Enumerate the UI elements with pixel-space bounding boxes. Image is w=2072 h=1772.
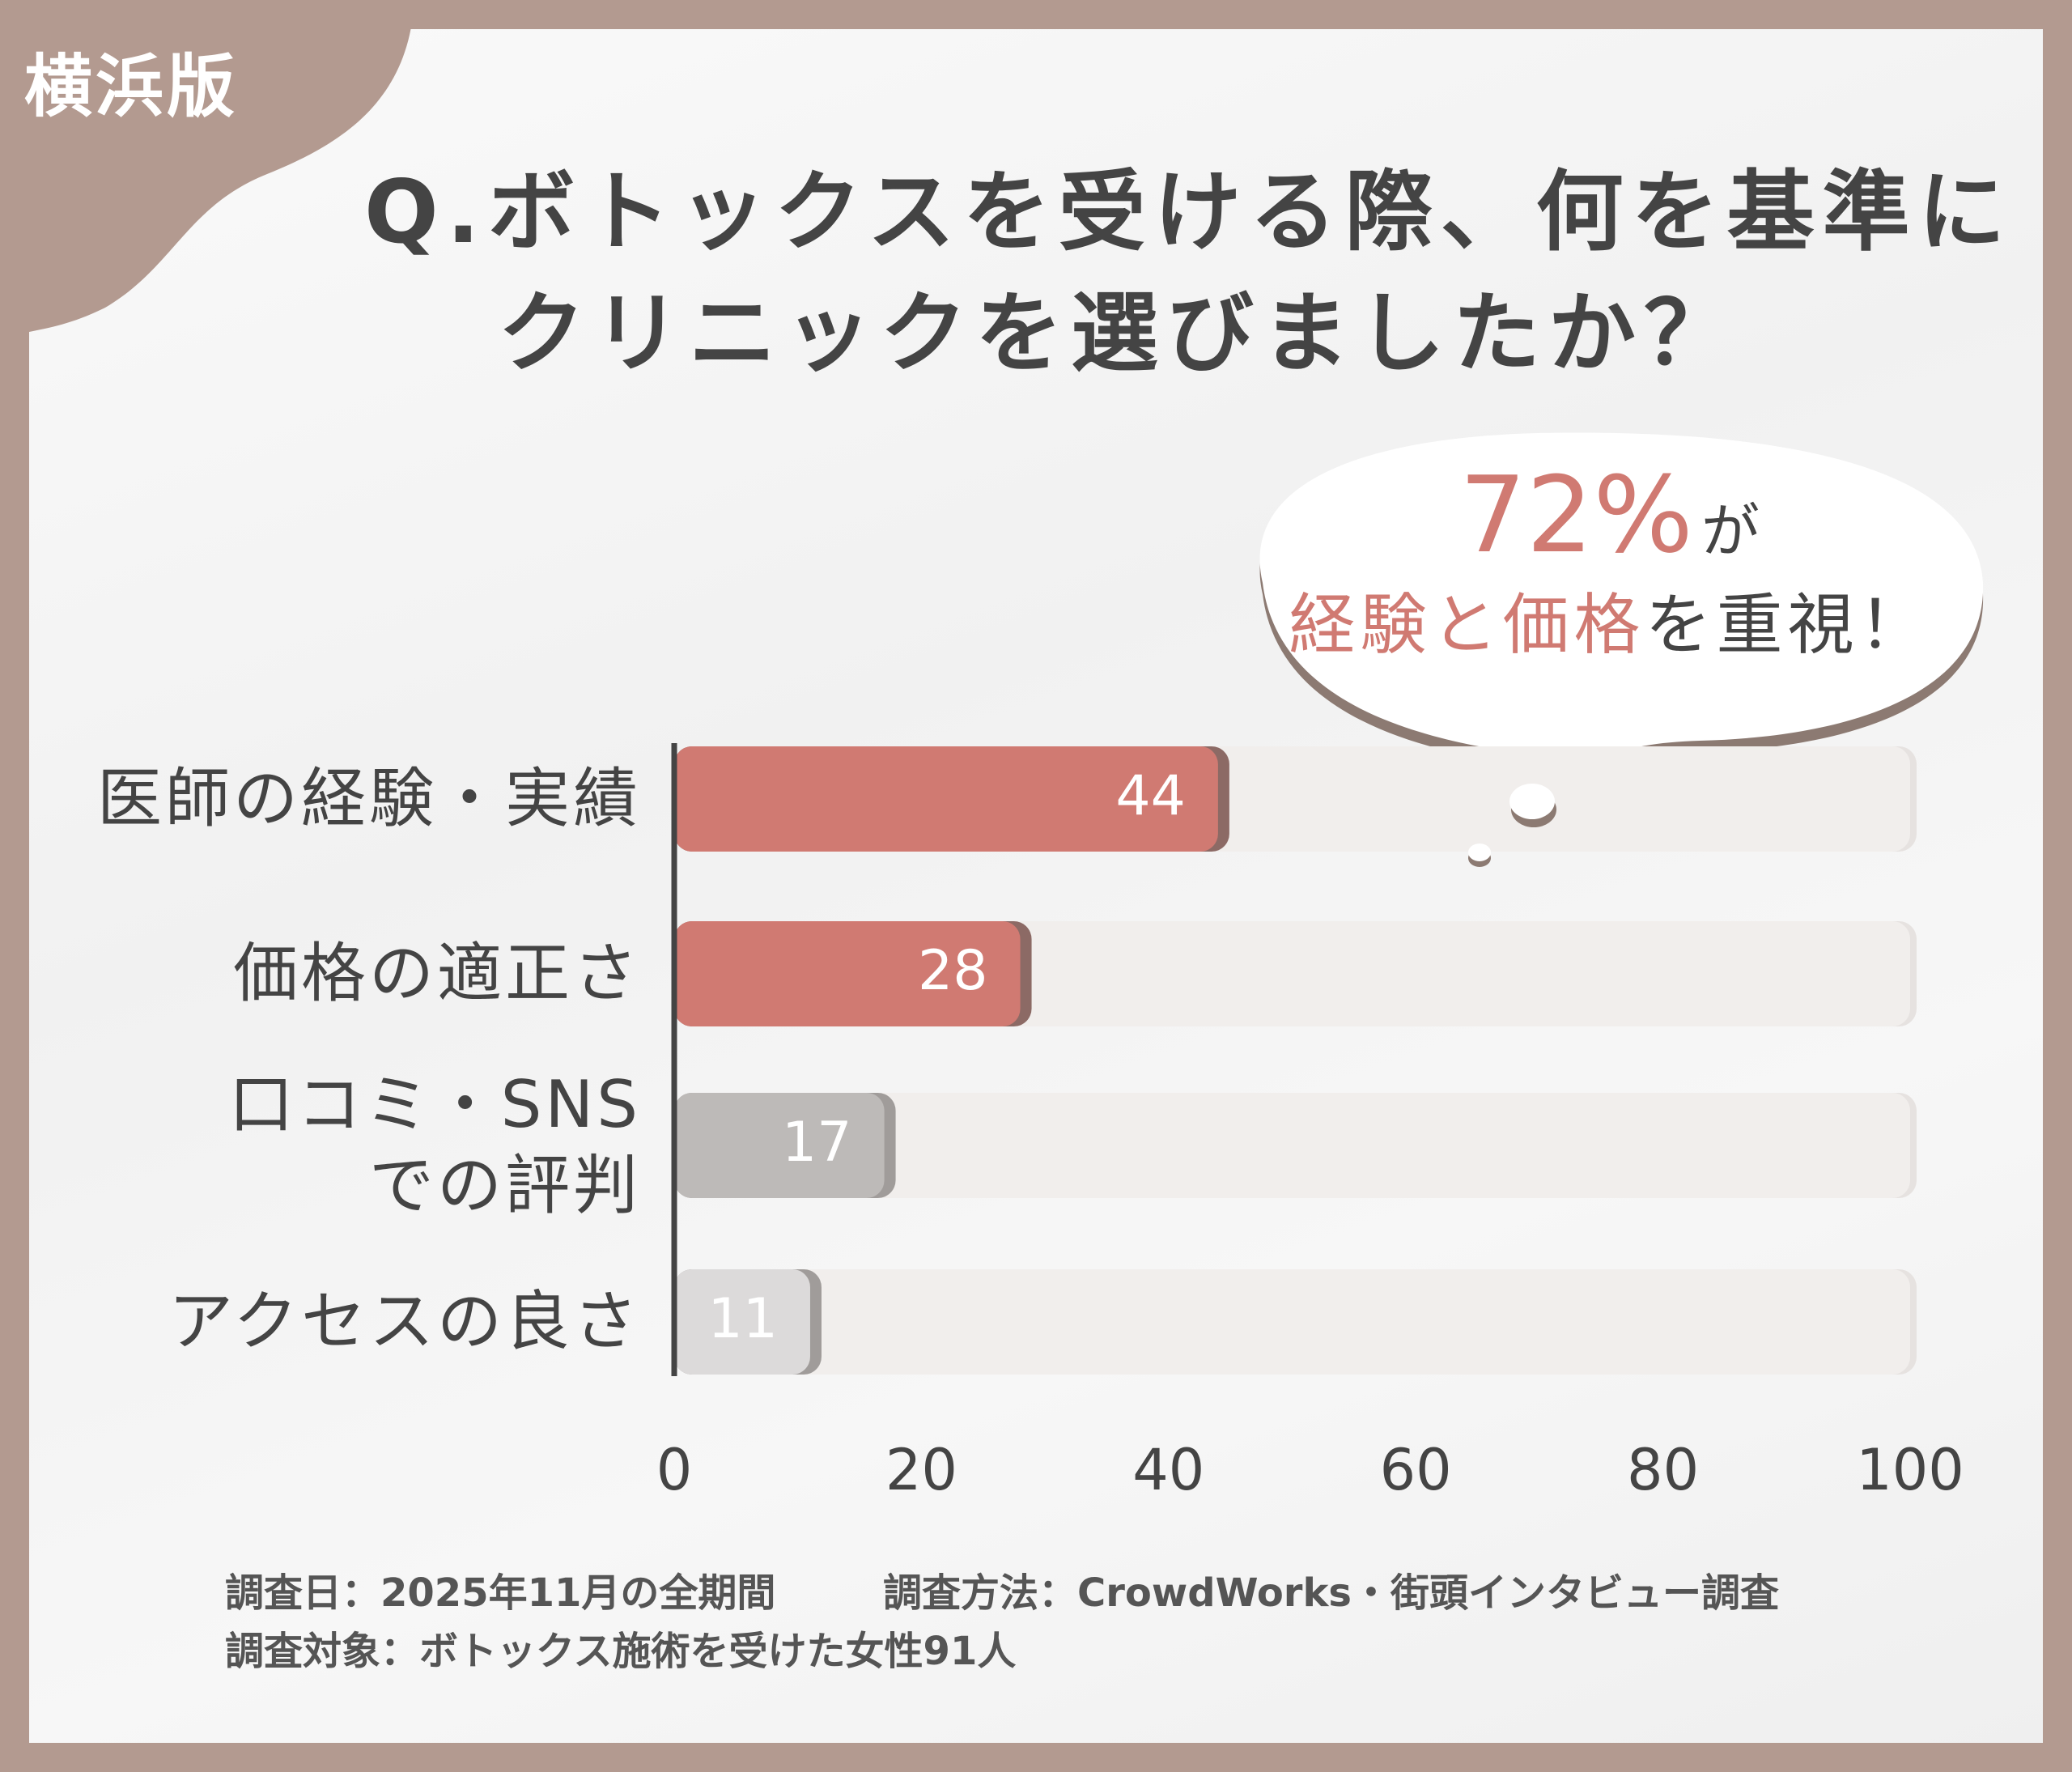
card <box>29 29 2043 1743</box>
callout-highlight-2: 価格 <box>1502 587 1645 664</box>
bar-value-label: 44 <box>1115 764 1186 828</box>
bar <box>674 1093 885 1198</box>
footnote-target: 調査対象：ボトックス施術を受けた女性91人 <box>225 1629 1017 1674</box>
x-tick-label: 80 <box>1627 1437 1700 1503</box>
category-label: 価格の適正さ <box>233 936 641 1011</box>
x-tick-label: 100 <box>1856 1437 1964 1503</box>
region-label: 横浜版 <box>24 47 239 126</box>
bar <box>674 746 1218 852</box>
callout-highlight-1: 経験 <box>1289 587 1432 664</box>
bar-track <box>674 1093 1910 1198</box>
callout-line-1: 72% が <box>1236 453 1983 576</box>
bar-track <box>674 1269 1910 1375</box>
bar <box>674 921 1021 1026</box>
category-label: 口コミ・SNS での評判 <box>228 1067 641 1223</box>
bar-value-label: 11 <box>707 1287 778 1351</box>
bar-value-label: 28 <box>918 939 988 1003</box>
footnote-date: 調査日：2025年11月の全期間 <box>225 1570 776 1616</box>
title-line-2: クリニックを選びましたか？ <box>498 283 1740 385</box>
x-tick-label: 40 <box>1132 1437 1205 1503</box>
footnote-method: 調査方法：CrowdWorks・街頭インタビュー調査 <box>883 1570 1779 1616</box>
callout-ga: が <box>1700 497 1760 565</box>
callout-bubble <box>1259 432 1984 793</box>
x-tick-label: 0 <box>656 1437 693 1503</box>
title-line-1: Q.ボトックスを受ける際、何を基準に <box>364 162 2014 263</box>
category-label: 医師の経験・実績 <box>97 761 641 836</box>
x-tick-label: 60 <box>1379 1437 1452 1503</box>
callout-line-2: 経験と価格を重視！ <box>1236 571 1983 667</box>
thought-dot <box>1468 844 1491 861</box>
x-tick-label: 20 <box>885 1437 957 1503</box>
corner-blob <box>0 0 414 332</box>
bar <box>674 1269 810 1375</box>
thought-dot <box>1509 784 1555 819</box>
callout-percent: 72% <box>1459 453 1693 576</box>
callout-rest: を重視！ <box>1645 587 1930 664</box>
bar-value-label: 17 <box>782 1111 852 1175</box>
callout-to: と <box>1431 587 1503 664</box>
category-label: アクセスの良さ <box>168 1284 641 1359</box>
